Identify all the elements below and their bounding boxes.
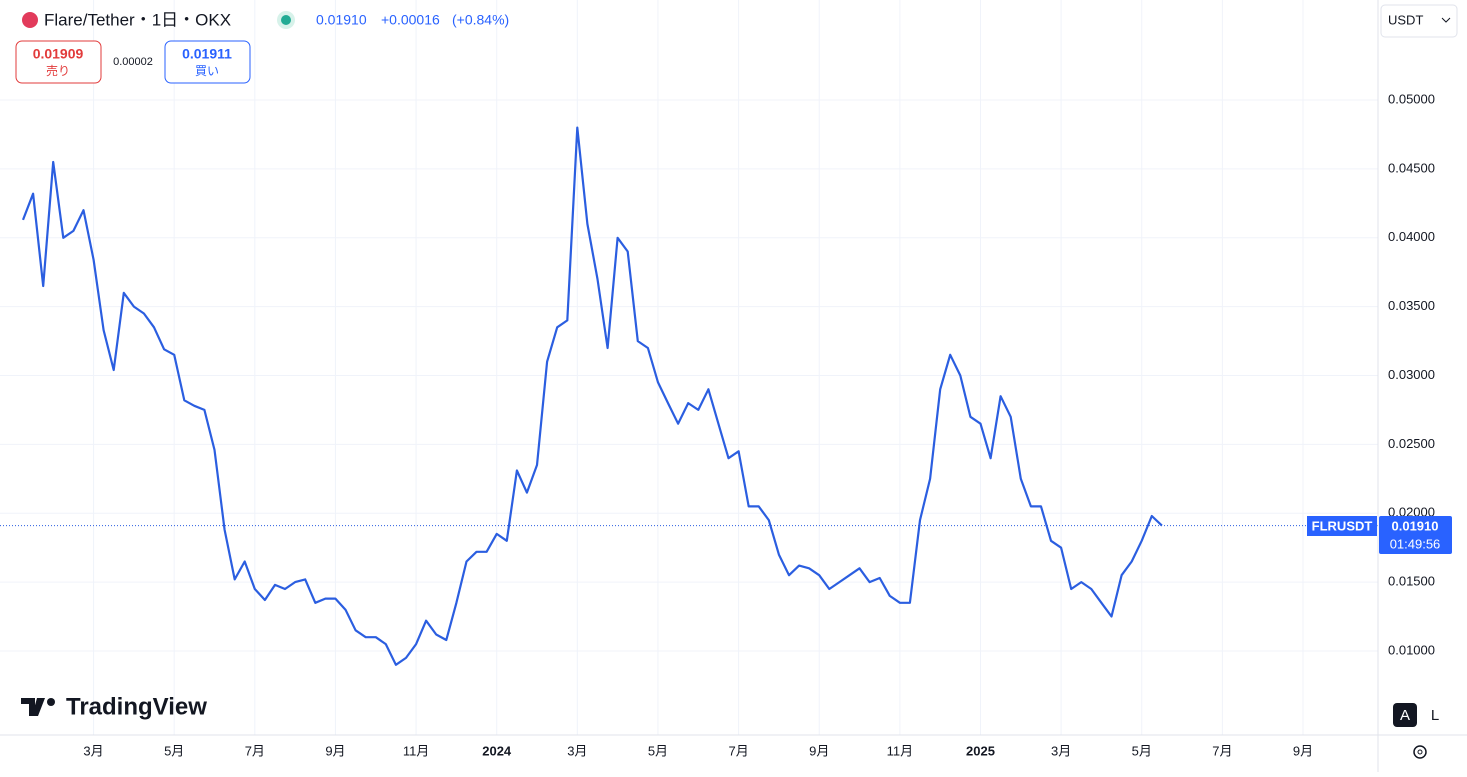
currency-select[interactable]: [1380, 4, 1458, 38]
logo-dot: [47, 698, 55, 706]
settings-icon[interactable]: [1413, 745, 1427, 759]
x-tick-label: 3月: [83, 743, 103, 758]
status-dot: [281, 15, 291, 25]
x-tick-label: 5月: [648, 743, 668, 758]
y-tick-label: 0.04000: [1388, 229, 1435, 244]
price-line-series: [21, 126, 1163, 666]
sell-label: 売り: [46, 63, 70, 78]
axes: 0.01000 0.01500 0.02000 0.02500 0.03000 0.035…: [83, 91, 1435, 758]
plot: [0, 126, 1378, 666]
x-tick-label: 11月: [403, 743, 430, 758]
x-tick-label: 11月: [887, 743, 914, 758]
y-tick-label: 0.03000: [1388, 367, 1435, 382]
x-tick-label: 7月: [1212, 743, 1232, 758]
sell-button[interactable]: [15, 40, 102, 84]
symbol-title[interactable]: Flare/Tether・1日・OKX: [44, 10, 231, 29]
x-tick-label: 3月: [1051, 743, 1071, 758]
auto-button[interactable]: [1393, 703, 1417, 727]
x-tick-label: 9月: [325, 743, 345, 758]
y-tick-label: 0.04500: [1388, 160, 1435, 175]
x-tick-label: 5月: [164, 743, 184, 758]
symbol-tag-label: FLRUSDT: [1312, 518, 1373, 533]
buy-label: 買い: [195, 64, 219, 78]
log-label[interactable]: L: [1431, 707, 1439, 724]
x-tick-label: 7月: [728, 743, 748, 758]
header-change-pct: (+0.84%): [452, 12, 509, 28]
x-tick-label: 3月: [567, 743, 587, 758]
brand: TradingView: [66, 693, 207, 720]
y-tick-label: 0.02500: [1388, 436, 1435, 451]
x-tick-label: 9月: [809, 743, 829, 758]
auto-label: A: [1400, 707, 1410, 724]
dropdown-arrow: [1441, 17, 1451, 23]
y-tick-label: 0.02000: [1388, 505, 1435, 520]
buy-button[interactable]: [164, 40, 251, 84]
x-tick-label: 5月: [1132, 743, 1152, 758]
header-change: +0.00016: [381, 12, 440, 28]
x-tick-label: 9月: [1293, 743, 1313, 758]
header-price: 0.01910: [316, 12, 367, 28]
spread: 0.00002: [113, 56, 153, 68]
price-tag: [1379, 516, 1452, 554]
x-tick-label: 2024: [482, 743, 512, 758]
symbol-icon: [22, 12, 38, 28]
y-tick-label: 0.03500: [1388, 298, 1435, 313]
y-tick-label: 0.01000: [1388, 642, 1435, 657]
logo-mark: [21, 698, 45, 716]
buy-price: 0.01911: [182, 46, 232, 62]
symbol-tag: [1307, 516, 1377, 536]
sell-price: 0.01909: [33, 46, 84, 62]
y-tick-label: 0.01500: [1388, 574, 1435, 589]
x-tick-label: 7月: [245, 743, 265, 758]
grid: [0, 0, 1378, 735]
settings-icon-core: [1417, 749, 1423, 755]
currency-label: USDT: [1388, 12, 1423, 27]
y-tick-label: 0.05000: [1388, 91, 1435, 106]
price-tag-price: 0.01910: [1392, 518, 1439, 533]
x-tick-label: 2025: [966, 743, 995, 758]
price-tag-countdown: 01:49:56: [1390, 536, 1441, 551]
